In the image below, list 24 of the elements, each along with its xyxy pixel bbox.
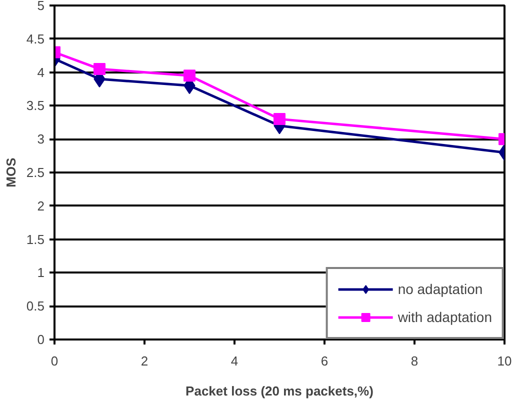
x-axis-title: Packet loss (20 ms packets,%) <box>186 384 374 398</box>
x-tick-label: 10 <box>497 354 512 368</box>
y-tick-label: 5 <box>37 0 45 13</box>
y-tick-label: 0.5 <box>26 298 45 314</box>
x-tick-label: 2 <box>140 354 148 368</box>
x-tick-label: 6 <box>320 354 328 368</box>
y-axis-title: MOS <box>3 157 18 188</box>
y-tick-label: 2.5 <box>26 165 45 180</box>
y-tick-label: 0 <box>37 332 45 347</box>
y-tick-label: 4 <box>37 64 45 80</box>
x-tick-label: 0 <box>50 354 58 368</box>
y-tick-label: 3.5 <box>26 98 45 114</box>
point <box>184 70 196 82</box>
point <box>94 62 106 75</box>
y-tick-label: 4.5 <box>26 31 45 46</box>
point <box>274 113 286 126</box>
legend-label: with adaptation <box>398 309 492 325</box>
x-tick-label: 8 <box>410 354 418 368</box>
y-tick-label: 2 <box>37 198 45 214</box>
x-tick-label: 4 <box>230 354 238 368</box>
y-tick-label: 1 <box>37 265 45 280</box>
legend-label: no adaptation <box>398 281 483 297</box>
y-tick-label: 3 <box>37 132 45 147</box>
y-tick-label: 1.5 <box>26 232 45 247</box>
